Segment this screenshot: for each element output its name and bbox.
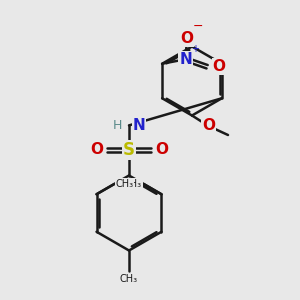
Text: O: O: [90, 142, 103, 158]
Text: CH₃: CH₃: [124, 179, 142, 189]
Text: S: S: [123, 141, 135, 159]
Text: CH₃: CH₃: [116, 179, 134, 189]
Text: CH₃: CH₃: [120, 274, 138, 284]
Text: N: N: [133, 118, 145, 133]
Text: −: −: [193, 20, 203, 33]
Text: O: O: [155, 142, 168, 158]
Text: N: N: [179, 52, 192, 67]
Text: O: O: [212, 59, 226, 74]
Text: O: O: [181, 31, 194, 46]
Text: O: O: [202, 118, 215, 134]
Text: H: H: [113, 119, 122, 132]
Text: +: +: [191, 44, 200, 54]
